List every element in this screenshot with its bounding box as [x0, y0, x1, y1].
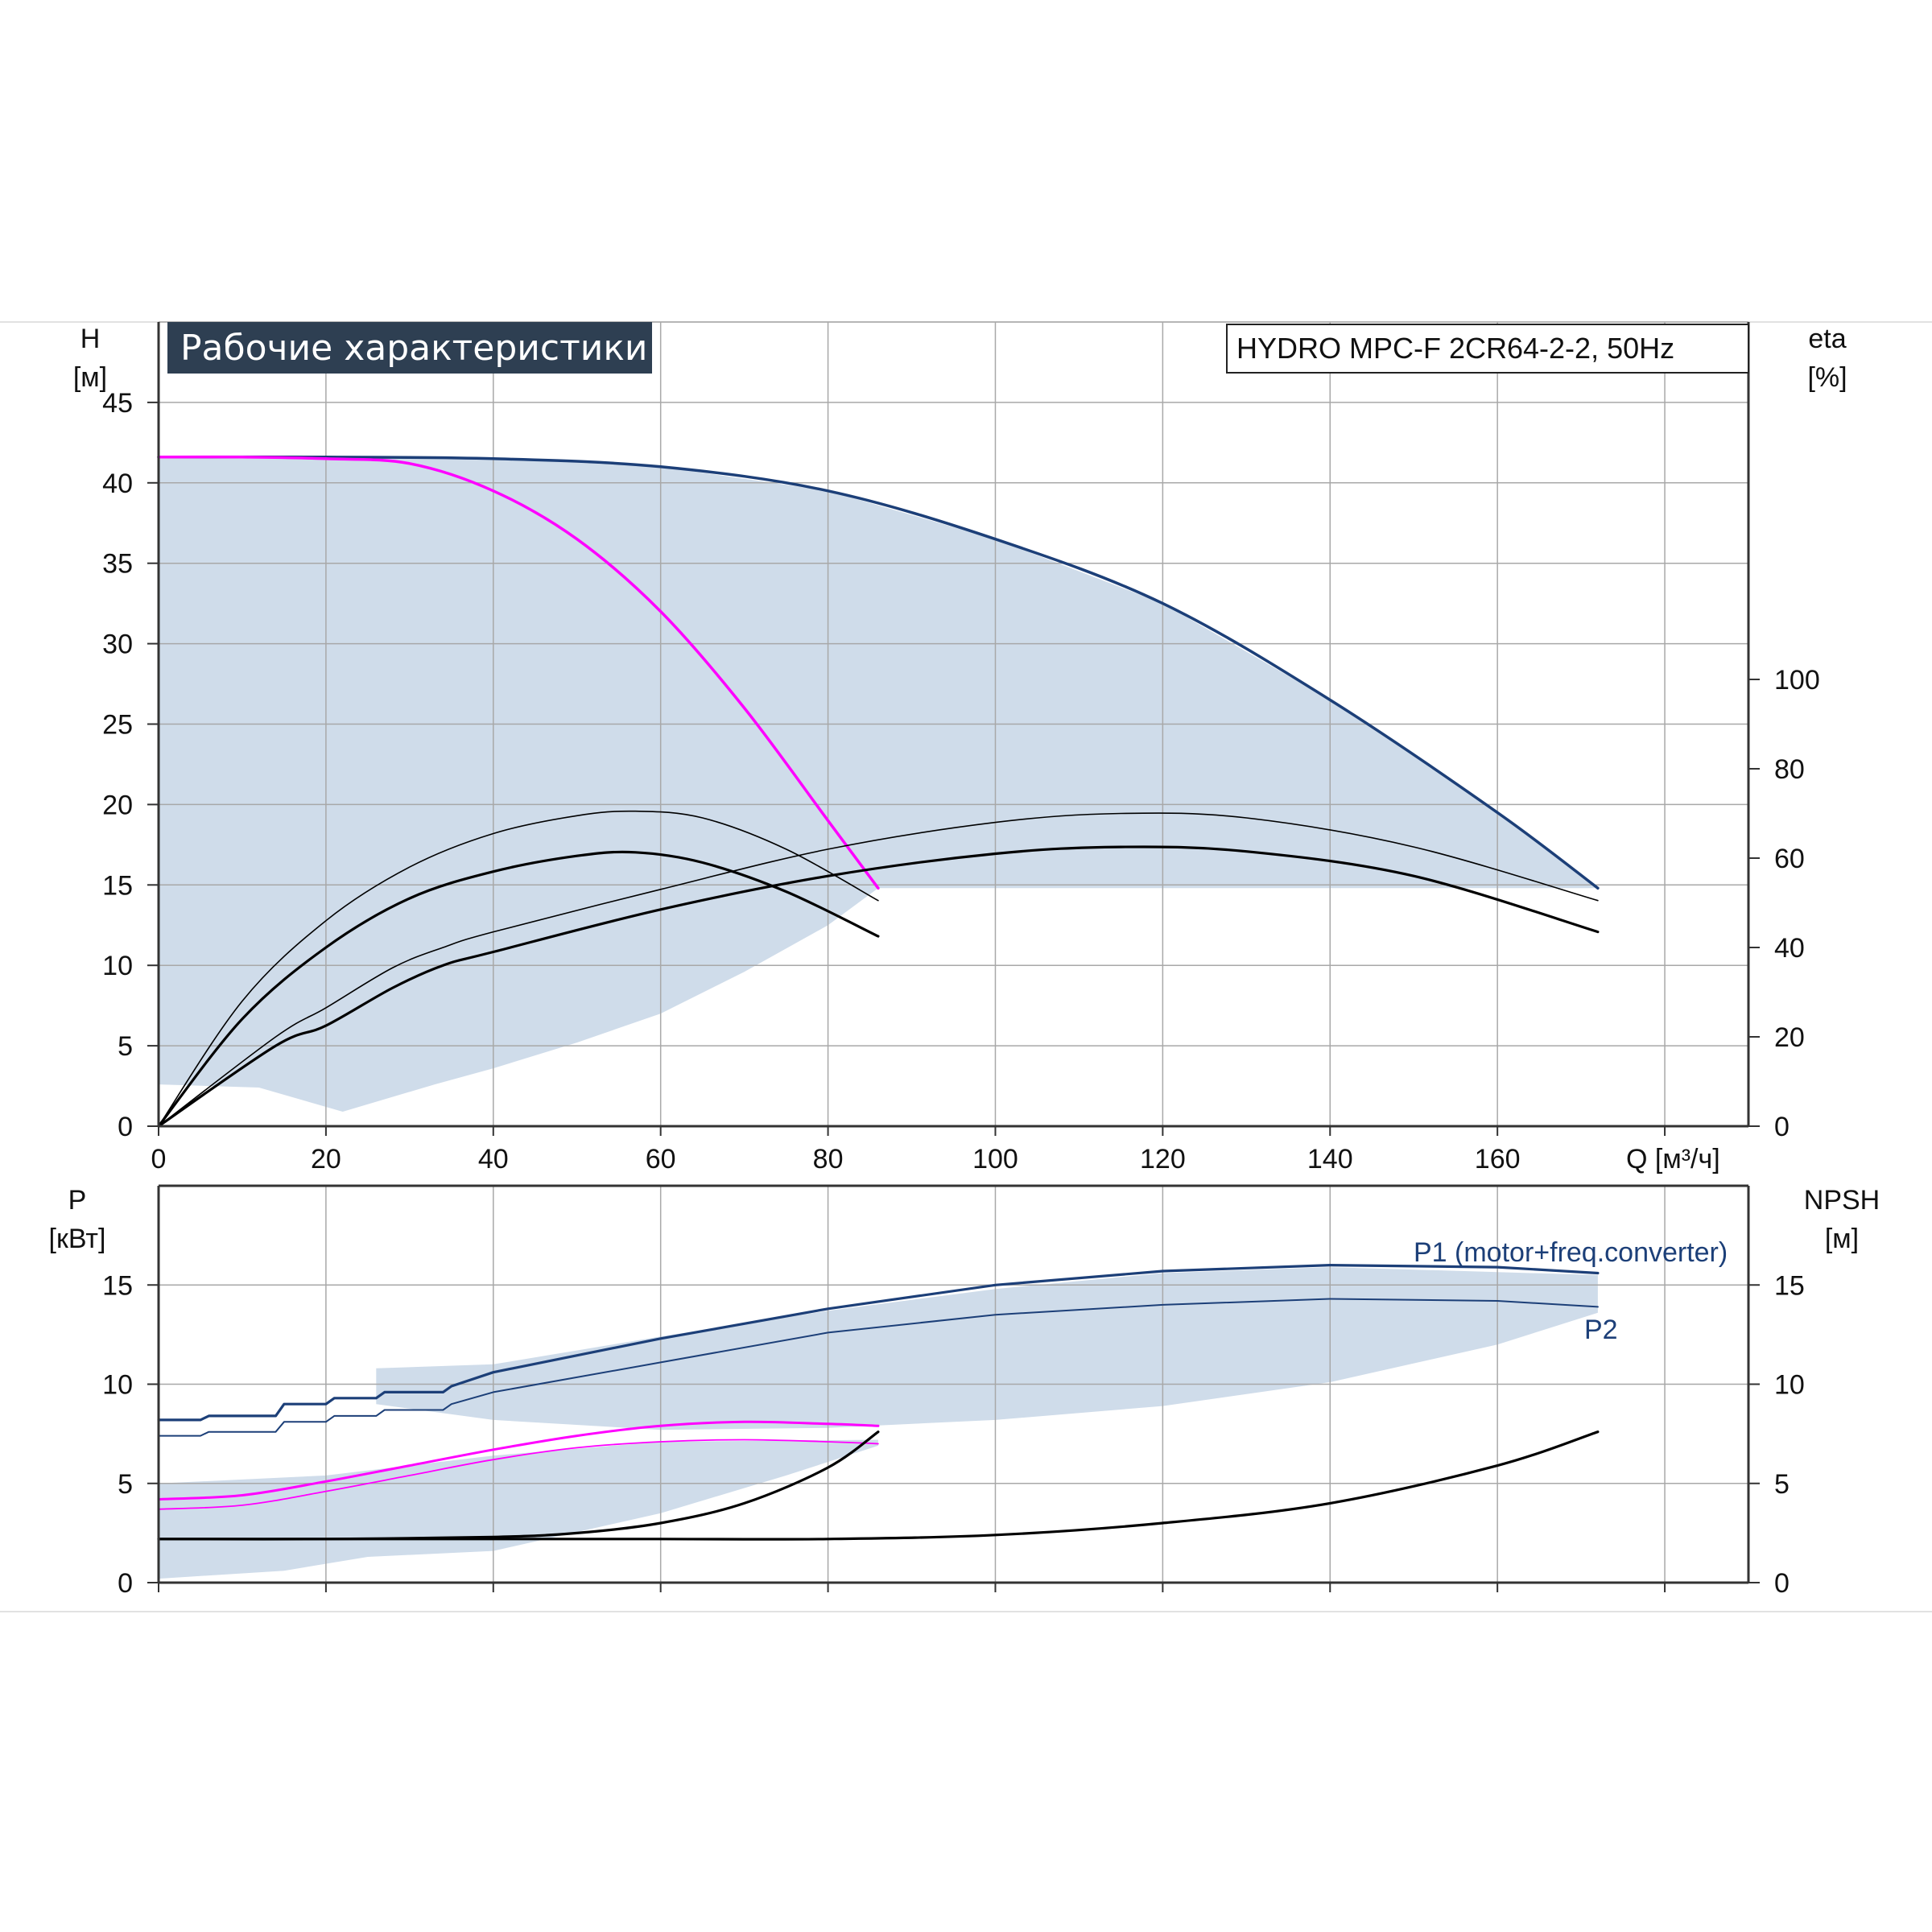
x-tick-label: 160: [1475, 1144, 1521, 1174]
series-line-black: [157, 850, 880, 1128]
model-label: HYDRO MPC-F 2CR64-2-2, 50Hz: [1236, 332, 1674, 365]
y-tick-label: 40: [102, 469, 133, 499]
y-tick-label: 15: [102, 1270, 133, 1301]
series-line-navy: [157, 455, 1600, 890]
y-tick-label: 45: [102, 388, 133, 419]
y-tick-label: 5: [118, 1031, 133, 1062]
series-p2-line: [158, 1298, 1599, 1437]
series-line-magenta: [158, 1439, 879, 1510]
chart-title: Рабочие характеристики: [180, 328, 648, 369]
x-tick-label: 140: [1307, 1144, 1353, 1174]
y2-tick-label: 40: [1774, 933, 1805, 964]
series-p1-line: [157, 1264, 1600, 1422]
series-line-black: [158, 812, 1599, 1127]
npsh-axis-unit: [м]: [1825, 1224, 1859, 1254]
y-tick-label: 30: [102, 630, 133, 660]
x-tick-label: 60: [646, 1144, 676, 1174]
y-tick-label: 35: [102, 549, 133, 580]
series-line-black: [158, 810, 879, 1127]
y-tick-label: 20: [102, 790, 133, 820]
y2-tick-label: 20: [1774, 1022, 1805, 1053]
operating-range-band: [159, 456, 1598, 1112]
x-tick-label: 40: [478, 1144, 509, 1174]
y-tick-label: 25: [102, 710, 133, 741]
p-axis-unit: [кВт]: [49, 1224, 106, 1254]
series-line-black: [157, 1430, 1600, 1541]
operating-range-band: [159, 1439, 878, 1579]
x-tick-label: 80: [813, 1144, 844, 1174]
y-tick-label: 10: [102, 1370, 133, 1401]
y2-tick-label: 80: [1774, 754, 1805, 785]
operating-range-band: [376, 1267, 1598, 1430]
y2-tick-label: 5: [1774, 1469, 1790, 1500]
y-tick-label: 0: [118, 1112, 133, 1142]
y-tick-label: 15: [102, 870, 133, 901]
p2-series-label: P2: [1584, 1315, 1618, 1345]
y2-tick-label: 0: [1774, 1112, 1790, 1142]
series-line-magenta: [157, 1420, 880, 1501]
head-efficiency-panel: 0 5 10 15 20 25 30 35 40 45 0 20 40 60 80 100 0 20 40 60 80 1…: [102, 321, 1820, 1174]
y2-tick-label: 10: [1774, 1370, 1805, 1401]
p1-series-label: P1 (motor+freq.converter): [1414, 1237, 1728, 1268]
series-line-black: [157, 845, 1600, 1128]
y2-tick-label: 60: [1774, 844, 1805, 874]
x-tick-label: 0: [151, 1144, 167, 1174]
y2-tick-label: 0: [1774, 1568, 1790, 1599]
x-tick-label: 100: [972, 1144, 1018, 1174]
title-box: [167, 322, 652, 374]
power-npsh-panel: 0 5 10 15 0 5 10 15: [102, 1184, 1805, 1599]
y-tick-label: 0: [118, 1568, 133, 1599]
q-axis-label: Q [м³/ч]: [1626, 1144, 1720, 1174]
p-axis-label: P: [68, 1185, 87, 1216]
y-tick-label: 5: [118, 1469, 133, 1500]
npsh-axis-label: NPSH: [1804, 1185, 1880, 1216]
y2-tick-label: 100: [1774, 665, 1820, 696]
h-axis-unit: [м]: [73, 362, 107, 393]
y2-tick-label: 15: [1774, 1270, 1805, 1301]
model-box: [1226, 324, 1749, 374]
x-tick-label: 20: [311, 1144, 341, 1174]
eta-axis-label: eta: [1808, 324, 1846, 354]
x-tick-label: 120: [1140, 1144, 1186, 1174]
eta-axis-unit: [%]: [1807, 362, 1847, 393]
y-tick-label: 10: [102, 951, 133, 981]
h-axis-label: H: [80, 324, 101, 354]
series-line-magenta: [157, 455, 880, 890]
